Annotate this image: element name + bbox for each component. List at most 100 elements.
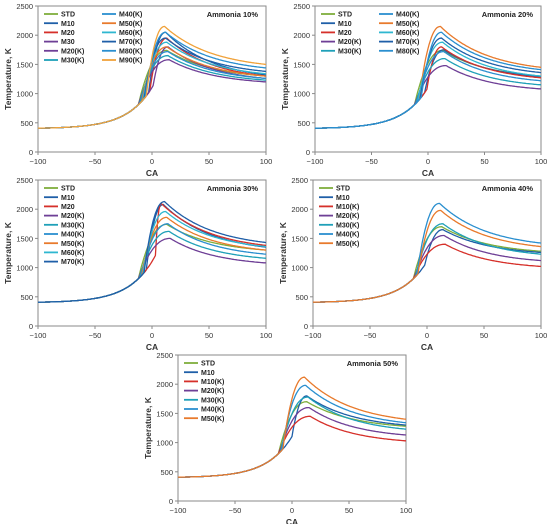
legend-label: M50(K) xyxy=(61,241,84,248)
legend-label: STD xyxy=(61,186,75,193)
legend-label: M10(K) xyxy=(201,379,224,386)
y-tick-label: 0 xyxy=(169,497,173,506)
y-tick-label: 2500 xyxy=(156,351,173,360)
x-tick-label: 50 xyxy=(205,331,213,340)
x-axis-label: CA xyxy=(146,342,158,352)
x-tick-label: −100 xyxy=(30,157,47,166)
legend-label: M20(K) xyxy=(61,48,84,55)
y-tick-label: 2500 xyxy=(16,176,33,185)
x-tick-label: −50 xyxy=(365,157,378,166)
legend-label: STD xyxy=(336,186,350,193)
legend-label: M90(K) xyxy=(119,58,142,65)
y-tick-label: 2500 xyxy=(291,176,308,185)
y-tick-label: 0 xyxy=(29,322,33,331)
series-line-m70k xyxy=(38,200,266,303)
series-group xyxy=(315,25,541,129)
y-axis-label: Temperature, K xyxy=(278,221,288,284)
legend-label: M10(K) xyxy=(336,204,359,211)
x-tick-label: −50 xyxy=(229,506,242,515)
panel-title: Ammonia 50% xyxy=(347,359,399,368)
legend: STD M10 M10(K) M20(K) M30(K) M40(K) M50(K) xyxy=(319,186,359,248)
chart-panel-4: 0 500 1000 1500 2000 2500 −100 −50 0 50 100 CA Tempe… xyxy=(278,176,547,352)
legend-label: M40(K) xyxy=(396,12,419,19)
legend-label: M30(K) xyxy=(338,48,361,55)
legend-label: M40(K) xyxy=(201,407,224,414)
x-tick-label: 100 xyxy=(535,157,548,166)
y-tick-label: 2000 xyxy=(293,31,310,40)
y-tick-label: 1500 xyxy=(291,234,308,243)
legend-label: M10 xyxy=(338,21,352,28)
legend-label: M10 xyxy=(61,21,75,28)
x-tick-label: 0 xyxy=(425,331,429,340)
x-tick-label: 50 xyxy=(480,157,488,166)
legend-label: STD xyxy=(61,12,75,19)
legend-label: M60(K) xyxy=(61,250,84,257)
y-tick-label: 1000 xyxy=(16,90,33,99)
series-group xyxy=(38,25,266,129)
y-tick-label: 500 xyxy=(20,119,33,128)
legend-label: M30(K) xyxy=(336,222,359,229)
x-tick-label: 0 xyxy=(150,157,154,166)
y-tick-label: 500 xyxy=(20,293,33,302)
legend-label: M10 xyxy=(61,195,75,202)
x-tick-label: 100 xyxy=(260,331,273,340)
legend-label: M20 xyxy=(61,204,75,211)
x-tick-label: 50 xyxy=(345,506,353,515)
panel-title: Ammonia 30% xyxy=(207,184,259,193)
x-axis-label: CA xyxy=(422,168,434,178)
legend: STD M10 M20 M20(K) M30(K) M40(K) M50(K) M60(K) M… xyxy=(321,12,419,55)
chart-panel-1: 0 500 1000 1500 2000 2500 −100 −50 0 50 100 CA Tempe… xyxy=(3,2,272,178)
panel-title: Ammonia 20% xyxy=(482,10,534,19)
legend-label: M40(K) xyxy=(336,232,359,239)
y-tick-label: 1500 xyxy=(16,234,33,243)
x-tick-label: 100 xyxy=(400,506,413,515)
series-line-m30k xyxy=(315,57,541,129)
legend-label: STD xyxy=(201,361,215,368)
x-tick-label: −100 xyxy=(305,331,322,340)
x-tick-label: 100 xyxy=(260,157,273,166)
x-tick-label: 0 xyxy=(426,157,430,166)
legend-label: M20(K) xyxy=(201,388,224,395)
x-tick-label: 0 xyxy=(150,331,154,340)
legend-label: M80(K) xyxy=(119,48,142,55)
legend-label: M50(K) xyxy=(336,241,359,248)
y-tick-label: 2000 xyxy=(16,31,33,40)
y-tick-label: 1000 xyxy=(291,264,308,273)
series-line-m10k xyxy=(313,243,541,303)
y-tick-label: 2500 xyxy=(16,2,33,11)
legend-label: M80(K) xyxy=(396,48,419,55)
legend: STD M10 M20 M20(K) M30(K) M40(K) M50(K) M60(K) M… xyxy=(44,186,84,266)
series-group xyxy=(38,200,266,303)
legend-label: M10 xyxy=(201,370,215,377)
y-tick-label: 1500 xyxy=(16,60,33,69)
y-tick-label: 500 xyxy=(297,119,310,128)
y-tick-label: 1000 xyxy=(156,439,173,448)
legend-label: M30 xyxy=(61,39,75,46)
plot-area xyxy=(312,179,542,327)
legend-label: M20 xyxy=(338,30,352,37)
legend-label: M70(K) xyxy=(396,39,419,46)
series-group xyxy=(178,376,406,478)
x-tick-label: −50 xyxy=(89,157,102,166)
legend-label: M30(K) xyxy=(61,222,84,229)
x-tick-label: −100 xyxy=(307,157,324,166)
y-tick-label: 1000 xyxy=(16,264,33,273)
legend-label: M60(K) xyxy=(119,30,142,37)
y-tick-label: 0 xyxy=(29,148,33,157)
legend-label: M60(K) xyxy=(396,30,419,37)
chart-panel-3: 0 500 1000 1500 2000 2500 −100 −50 0 50 100 CA Tempe… xyxy=(3,176,272,352)
y-tick-label: 500 xyxy=(160,468,173,477)
legend: STD M10 M10(K) M20(K) M30(K) M40(K) M50(K) xyxy=(184,361,224,423)
y-tick-label: 2500 xyxy=(293,2,310,11)
y-axis-label: Temperature, K xyxy=(143,396,153,459)
legend-label: M10 xyxy=(336,195,350,202)
y-tick-label: 2000 xyxy=(16,205,33,214)
legend-label: M50(K) xyxy=(396,21,419,28)
y-tick-label: 1500 xyxy=(156,409,173,418)
series-line-m50k xyxy=(178,376,406,478)
x-tick-label: 0 xyxy=(290,506,294,515)
x-tick-label: −100 xyxy=(170,506,187,515)
y-tick-label: 2000 xyxy=(291,205,308,214)
x-axis-label: CA xyxy=(421,342,433,352)
series-line-m20k xyxy=(315,64,541,129)
